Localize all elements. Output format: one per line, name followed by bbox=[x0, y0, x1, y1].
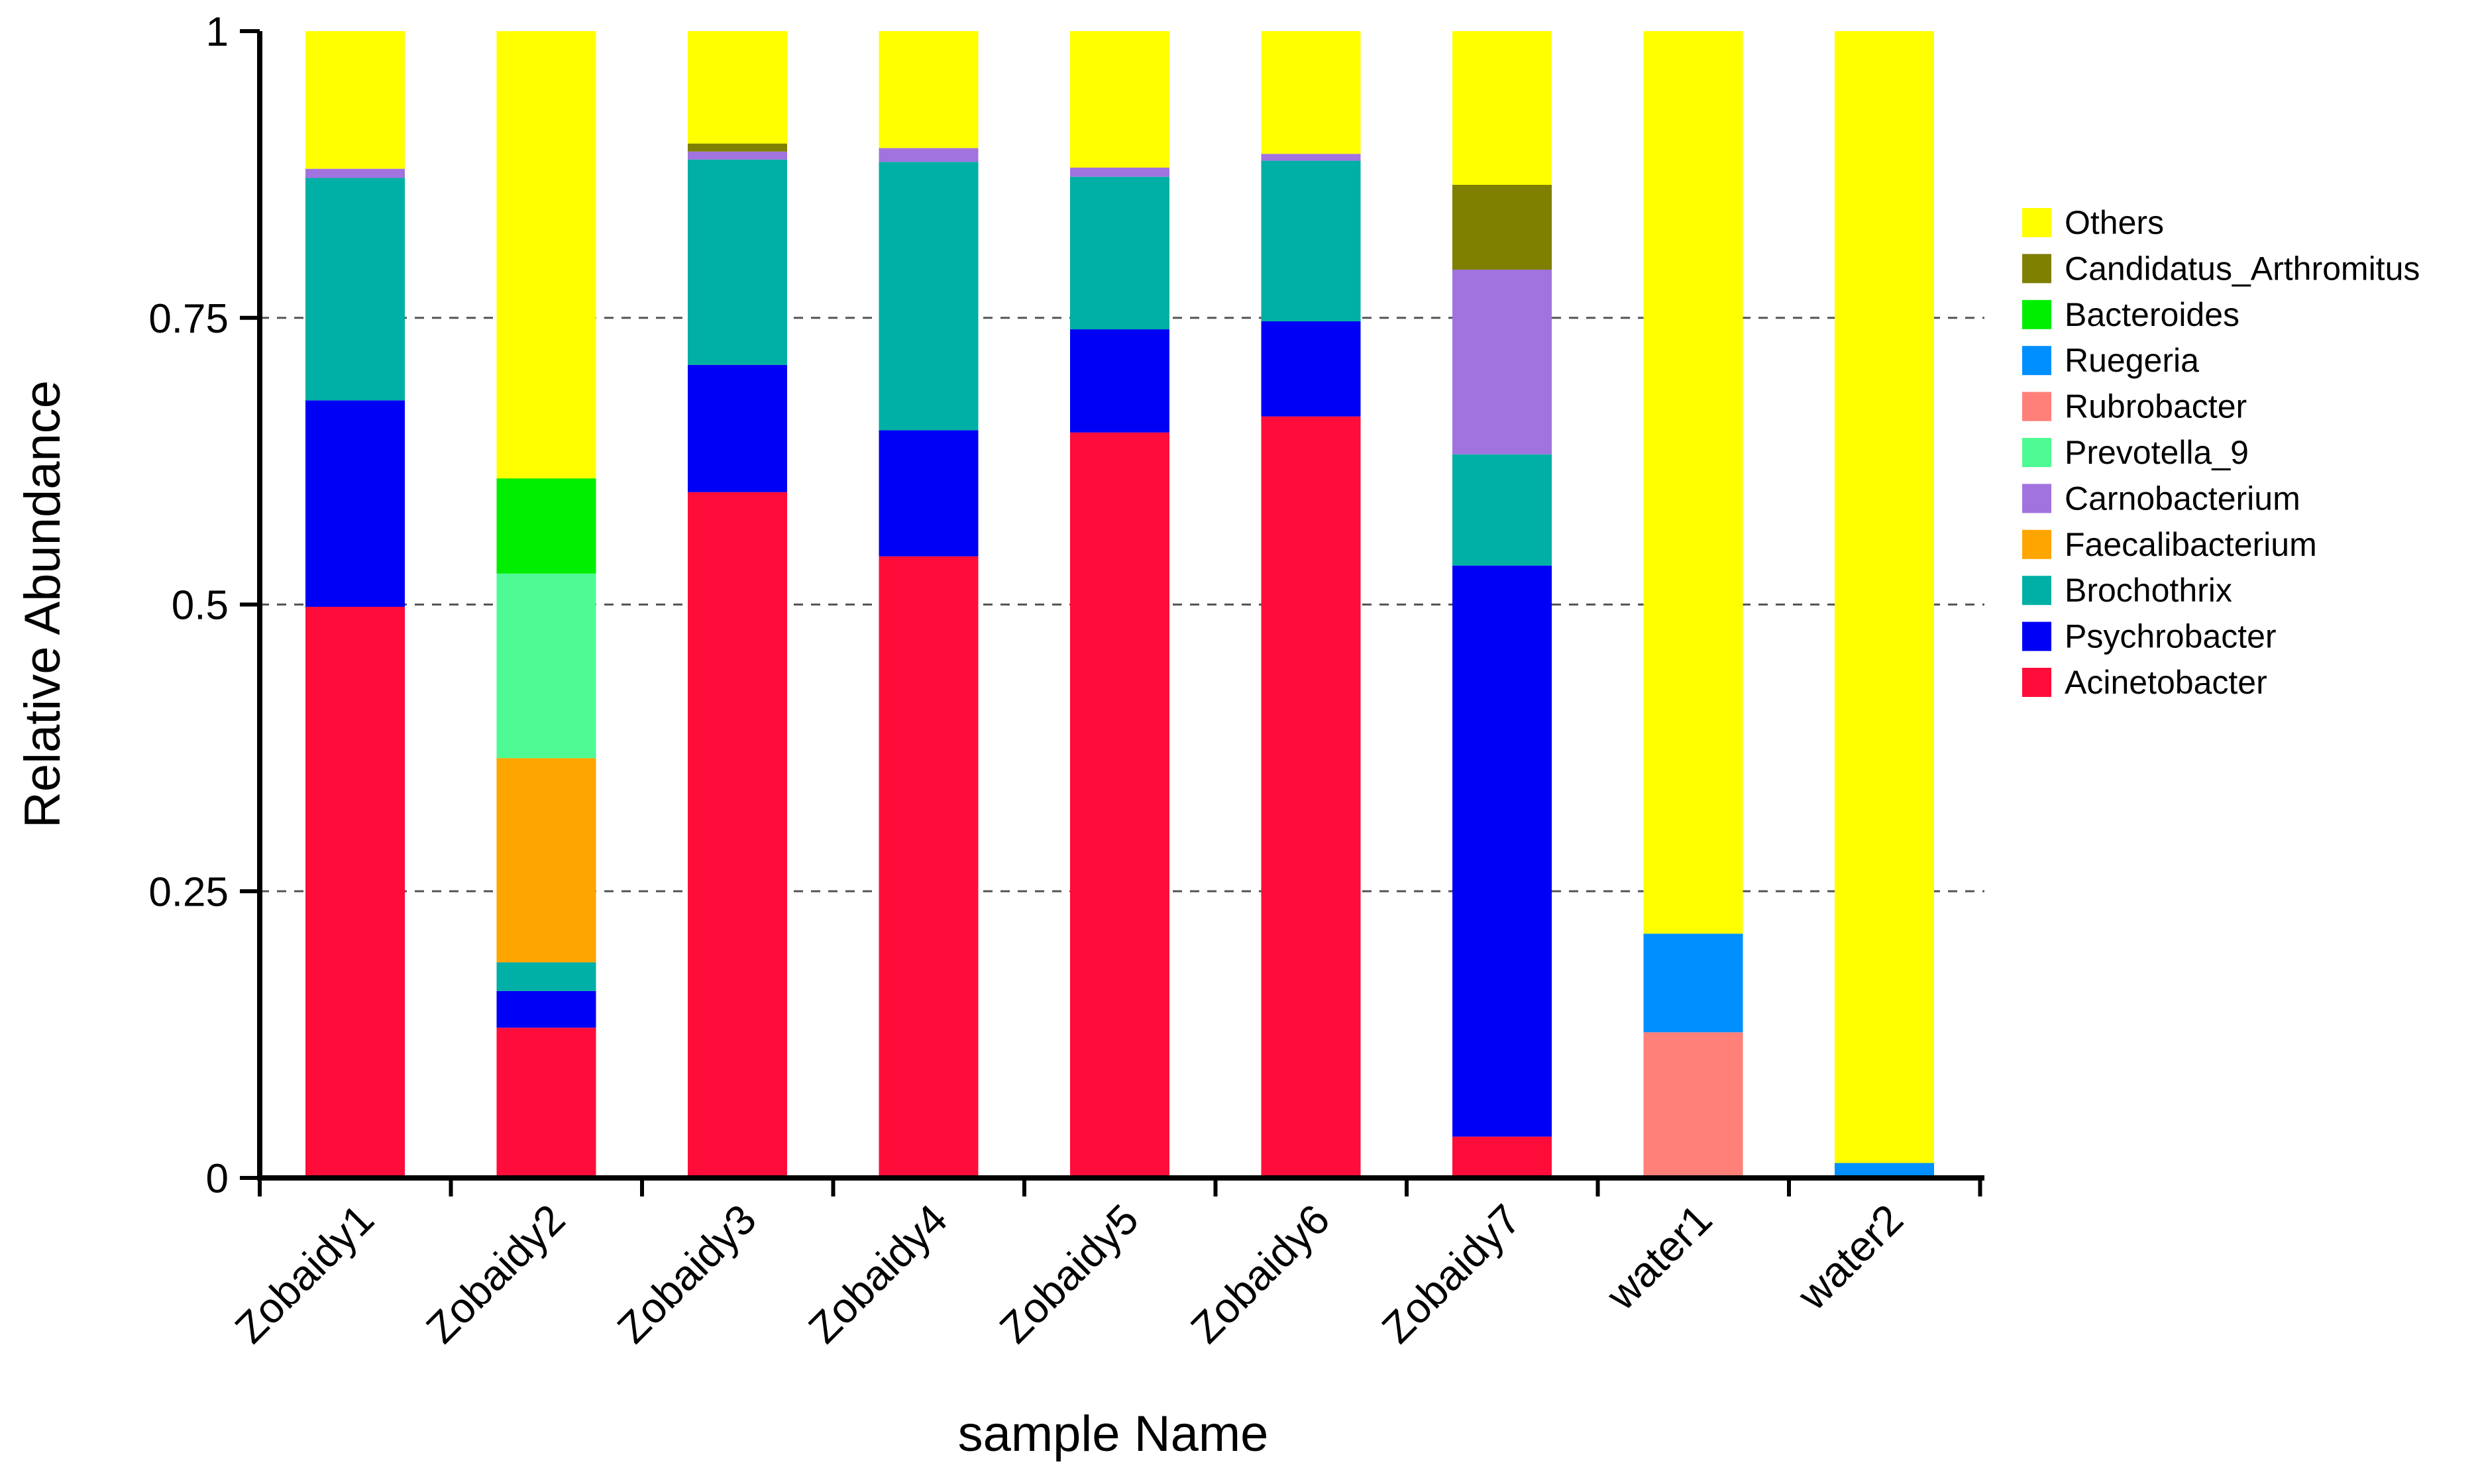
bar-segment-brochothrix-zobaidy3 bbox=[688, 159, 787, 365]
legend-label: Prevotella_9 bbox=[2065, 434, 2249, 471]
bar-segment-acinetobacter-zobaidy6 bbox=[1261, 416, 1361, 1179]
bar-segment-candidatus-arthromitus-zobaidy3 bbox=[688, 143, 787, 152]
legend-label: Psychrobacter bbox=[2065, 618, 2277, 655]
legend-swatch-ruegeria bbox=[2022, 346, 2051, 376]
bar-segment-others-water2 bbox=[1835, 31, 1934, 1163]
bar-segment-carnobacterium-zobaidy3 bbox=[688, 151, 787, 160]
bar-segment-acinetobacter-zobaidy5 bbox=[1070, 432, 1169, 1178]
x-tick-label: Zobaidy3 bbox=[608, 1195, 765, 1352]
bar-segment-carnobacterium-zobaidy5 bbox=[1070, 167, 1169, 177]
legend-swatch-candidatus-arthromitus bbox=[2022, 254, 2051, 284]
bar-segment-others-water1 bbox=[1643, 31, 1743, 934]
bar-segment-brochothrix-zobaidy7 bbox=[1452, 454, 1552, 566]
y-axis-title: Relative Abundance bbox=[15, 380, 71, 828]
x-axis-title: sample Name bbox=[958, 1406, 1269, 1462]
bar-segment-ruegeria-water2 bbox=[1835, 1163, 1934, 1178]
bar-segment-others-zobaidy1 bbox=[305, 31, 405, 169]
y-ticks: 0 0.25 0.5 0.75 1 bbox=[148, 9, 260, 1202]
bar-segment-acinetobacter-zobaidy4 bbox=[879, 556, 979, 1178]
x-tick-label: Zobaidy6 bbox=[1181, 1195, 1338, 1352]
bar-segment-psychrobacter-zobaidy5 bbox=[1070, 329, 1169, 433]
y-tick-label: 0.25 bbox=[148, 869, 229, 915]
legend-label: Ruegeria bbox=[2065, 342, 2199, 379]
legend: Others Candidatus_Arthromitus Bacteroides R… bbox=[2022, 204, 2420, 701]
x-tick-label: Zobaidy7 bbox=[1373, 1195, 1530, 1352]
y-tick-label: 0.75 bbox=[148, 296, 229, 342]
bar-segment-psychrobacter-zobaidy6 bbox=[1261, 321, 1361, 417]
bar-segment-brochothrix-zobaidy4 bbox=[879, 162, 979, 431]
bar-segment-others-zobaidy2 bbox=[496, 31, 596, 479]
legend-swatch-rubrobacter bbox=[2022, 392, 2051, 421]
bar-segment-others-zobaidy7 bbox=[1452, 31, 1552, 185]
bar-segment-ruegeria-water1 bbox=[1643, 933, 1743, 1033]
y-tick-label: 0 bbox=[206, 1156, 229, 1202]
legend-label: Bacteroides bbox=[2065, 296, 2239, 333]
bar-segment-brochothrix-zobaidy1 bbox=[305, 178, 405, 401]
bar-segment-others-zobaidy4 bbox=[879, 31, 979, 148]
y-tick-label: 1 bbox=[206, 9, 229, 55]
x-tick-label: Zobaidy2 bbox=[417, 1195, 574, 1352]
legend-label: Faecalibacterium bbox=[2065, 526, 2317, 563]
bars-group bbox=[305, 31, 1934, 1179]
bar-segment-brochothrix-zobaidy5 bbox=[1070, 176, 1169, 330]
y-tick-label: 0.5 bbox=[172, 583, 229, 629]
x-ticks: Zobaidy1 Zobaidy2 Zobaidy3 Zobaidy4 Zobaidy5… bbox=[226, 1178, 1982, 1352]
legend-swatch-prevotella-9 bbox=[2022, 438, 2051, 467]
bar-segment-carnobacterium-zobaidy7 bbox=[1452, 270, 1552, 454]
bar-segment-acinetobacter-zobaidy2 bbox=[496, 1028, 596, 1178]
bar-segment-prevotella-9-zobaidy2 bbox=[496, 573, 596, 759]
legend-swatch-bacteroides bbox=[2022, 299, 2051, 329]
bar-segment-acinetobacter-zobaidy7 bbox=[1452, 1136, 1552, 1178]
legend-swatch-psychrobacter bbox=[2022, 621, 2051, 651]
legend-label: Candidatus_Arthromitus bbox=[2065, 250, 2420, 287]
bar-segment-psychrobacter-zobaidy4 bbox=[879, 430, 979, 556]
legend-swatch-brochothrix bbox=[2022, 576, 2051, 606]
bar-segment-others-zobaidy6 bbox=[1261, 31, 1361, 154]
bar-segment-rubrobacter-water1 bbox=[1643, 1032, 1743, 1178]
bar-segment-psychrobacter-zobaidy1 bbox=[305, 400, 405, 607]
bar-segment-acinetobacter-zobaidy1 bbox=[305, 606, 405, 1178]
legend-label: Carnobacterium bbox=[2065, 480, 2300, 517]
legend-label: Others bbox=[2065, 204, 2164, 241]
bar-segment-psychrobacter-zobaidy2 bbox=[496, 990, 596, 1028]
x-tick-label: Zobaidy1 bbox=[226, 1195, 383, 1352]
bar-segment-carnobacterium-zobaidy1 bbox=[305, 168, 405, 178]
bar-segment-brochothrix-zobaidy2 bbox=[496, 962, 596, 991]
bar-segment-candidatus-arthromitus-zobaidy7 bbox=[1452, 184, 1552, 270]
legend-swatch-carnobacterium bbox=[2022, 484, 2051, 513]
x-tick-label: Zobaidy5 bbox=[991, 1195, 1148, 1352]
bar-segment-acinetobacter-zobaidy3 bbox=[688, 492, 787, 1178]
legend-swatch-others bbox=[2022, 208, 2051, 237]
x-tick-label: Zobaidy4 bbox=[799, 1195, 956, 1352]
legend-label: Acinetobacter bbox=[2065, 664, 2267, 701]
bar-segment-faecalibacterium-zobaidy2 bbox=[496, 758, 596, 963]
legend-swatch-faecalibacterium bbox=[2022, 529, 2051, 559]
legend-swatch-acinetobacter bbox=[2022, 668, 2051, 697]
bar-segment-others-zobaidy5 bbox=[1070, 31, 1169, 168]
bar-segment-psychrobacter-zobaidy3 bbox=[688, 364, 787, 492]
bar-segment-brochothrix-zobaidy6 bbox=[1261, 160, 1361, 321]
legend-label: Brochothrix bbox=[2065, 572, 2232, 609]
bar-segment-carnobacterium-zobaidy6 bbox=[1261, 154, 1361, 161]
bar-segment-psychrobacter-zobaidy7 bbox=[1452, 565, 1552, 1137]
bar-segment-bacteroides-zobaidy2 bbox=[496, 478, 596, 574]
bar-segment-others-zobaidy3 bbox=[688, 31, 787, 144]
bar-segment-carnobacterium-zobaidy4 bbox=[879, 148, 979, 162]
x-tick-label: water1 bbox=[1597, 1195, 1721, 1319]
x-tick-label: water2 bbox=[1788, 1195, 1912, 1319]
legend-label: Rubrobacter bbox=[2065, 388, 2247, 425]
